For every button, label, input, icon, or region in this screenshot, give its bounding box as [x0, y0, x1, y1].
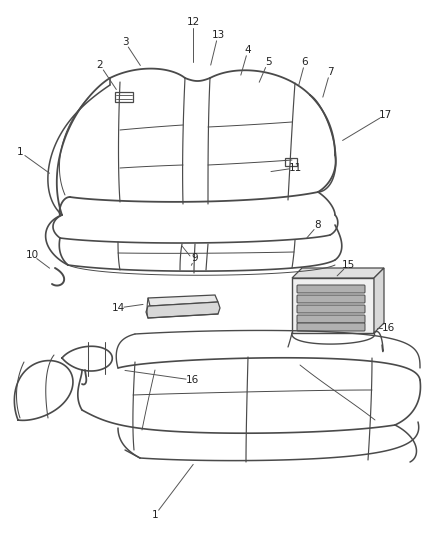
Text: 3: 3: [122, 37, 128, 47]
Text: 7: 7: [327, 67, 333, 77]
Text: 15: 15: [341, 260, 355, 270]
FancyBboxPatch shape: [297, 285, 365, 293]
Polygon shape: [292, 268, 384, 278]
Text: 4: 4: [245, 45, 251, 55]
Text: 9: 9: [192, 253, 198, 263]
Text: 12: 12: [187, 17, 200, 27]
Text: 2: 2: [97, 60, 103, 70]
Text: 16: 16: [185, 375, 198, 385]
Text: 6: 6: [302, 57, 308, 67]
Bar: [292, 278, 374, 333]
Text: 5: 5: [265, 57, 271, 67]
Text: 8: 8: [314, 220, 321, 230]
Polygon shape: [146, 302, 220, 318]
Polygon shape: [374, 268, 384, 333]
Text: 1: 1: [17, 147, 23, 157]
FancyBboxPatch shape: [297, 323, 365, 331]
Bar: [285, 158, 297, 166]
Text: 1: 1: [152, 510, 158, 520]
FancyBboxPatch shape: [297, 295, 365, 303]
FancyBboxPatch shape: [297, 305, 365, 313]
Text: 16: 16: [381, 323, 395, 333]
Bar: [115, 92, 133, 102]
Polygon shape: [148, 295, 218, 306]
Text: 13: 13: [212, 30, 225, 40]
Text: 10: 10: [25, 250, 39, 260]
Text: 17: 17: [378, 110, 392, 120]
FancyBboxPatch shape: [297, 315, 365, 323]
Text: 14: 14: [111, 303, 125, 313]
Text: 11: 11: [288, 163, 302, 173]
